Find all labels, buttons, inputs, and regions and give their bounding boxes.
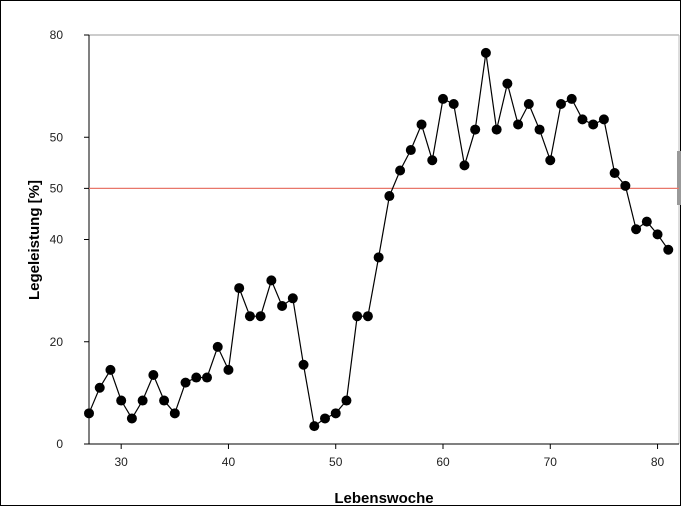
y-tick-label: 50: [50, 181, 64, 195]
data-point: [373, 252, 384, 263]
data-point: [116, 395, 127, 406]
data-point: [609, 168, 620, 179]
data-point: [663, 244, 674, 255]
x-tick-label: 60: [436, 455, 450, 469]
y-axis-title: Legeleistung [%]: [26, 180, 43, 300]
data-point: [341, 395, 352, 406]
data-point: [126, 413, 137, 424]
data-point: [255, 311, 266, 322]
data-point: [169, 408, 180, 419]
data-point: [148, 369, 159, 380]
data-point: [94, 382, 105, 393]
data-point: [438, 93, 448, 104]
data-point: [212, 341, 223, 352]
data-point: [620, 180, 631, 191]
data-point: [502, 78, 513, 89]
data-point: [320, 413, 330, 424]
data-point: [244, 311, 255, 322]
data-point: [287, 293, 298, 304]
scroll-marker: [677, 151, 681, 205]
data-point: [513, 119, 524, 130]
data-point: [459, 160, 470, 171]
x-tick-label: 80: [651, 455, 665, 469]
data-point: [631, 224, 642, 235]
data-point: [384, 191, 395, 202]
x-tick-label: 50: [329, 455, 343, 469]
data-point: [137, 395, 148, 406]
data-point: [84, 408, 94, 419]
data-point: [545, 155, 556, 166]
x-tick-label: 40: [222, 455, 236, 469]
data-point: [448, 99, 459, 110]
data-point: [427, 155, 438, 166]
data-point: [159, 395, 170, 406]
x-axis-title: Lebenswoche: [334, 490, 433, 507]
y-tick-label: 40: [50, 233, 64, 247]
data-point: [277, 300, 288, 311]
plot-area: [89, 35, 679, 444]
data-point: [191, 372, 202, 383]
data-point: [416, 119, 427, 130]
data-point: [362, 311, 373, 322]
data-point: [566, 93, 577, 104]
x-tick-label: 70: [544, 455, 558, 469]
y-tick-label: 80: [50, 28, 64, 42]
data-point: [534, 124, 545, 135]
data-point: [223, 364, 234, 375]
data-point: [556, 99, 566, 110]
data-point: [577, 114, 588, 125]
y-tick-label: 0: [56, 437, 63, 451]
data-point: [202, 372, 212, 383]
data-point: [470, 124, 481, 135]
data-point: [405, 145, 416, 156]
data-point: [652, 229, 663, 240]
data-point: [266, 275, 277, 286]
data-point: [352, 311, 363, 322]
x-tick-label: 30: [115, 455, 129, 469]
y-tick-label: 50: [50, 130, 64, 144]
data-point: [105, 364, 116, 375]
data-point: [523, 99, 534, 110]
data-point: [641, 216, 652, 227]
y-tick-label: 20: [50, 335, 64, 349]
data-point: [598, 114, 609, 125]
data-point: [309, 421, 320, 432]
data-point: [588, 119, 599, 130]
data-point: [395, 165, 406, 176]
data-point: [180, 377, 191, 388]
data-point: [330, 408, 341, 419]
data-point: [480, 47, 491, 58]
data-point: [298, 359, 309, 370]
data-point: [491, 124, 502, 135]
data-point: [234, 283, 245, 294]
